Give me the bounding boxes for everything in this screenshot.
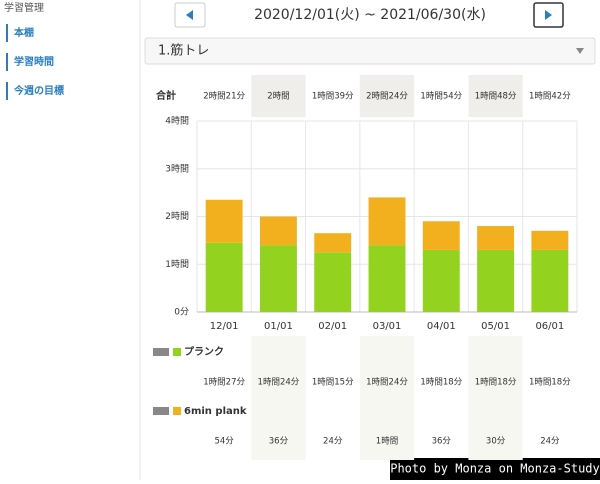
dropdown-arrow: [576, 48, 584, 54]
value-label: 1時間: [376, 437, 398, 447]
x-tick-label: 06/01: [535, 321, 564, 332]
select-frame: [144, 37, 596, 65]
value-label: 36分: [269, 437, 289, 447]
total-label: 1時間54分: [420, 92, 462, 102]
credit: Photo by Monza on Monza-Study: [390, 462, 600, 476]
value-label: 36分: [432, 437, 452, 447]
series-icon: [153, 348, 169, 356]
x-tick-label: 01/01: [264, 321, 293, 332]
y-tick-label: 3時間: [165, 163, 189, 174]
value-label: 1時間18分: [420, 378, 462, 388]
category-select[interactable]: 1.筋トレ: [144, 37, 596, 65]
bar-segment: [477, 226, 515, 250]
bar-segment: [314, 252, 352, 312]
legend-label: 6min plank: [184, 406, 247, 417]
total-label: 2時間24分: [366, 92, 408, 102]
value-label: 1時間15分: [312, 378, 354, 388]
x-tick-label: 12/01: [210, 321, 239, 332]
date-range: 2020/12/01(火) ~ 2021/06/30(水): [254, 7, 486, 23]
bar-segment: [531, 249, 569, 312]
arrow-icon: [186, 10, 193, 20]
legend-swatch: [173, 348, 181, 356]
sidebar-heading: 学習管理: [4, 1, 44, 14]
arrow-icon: [545, 10, 552, 20]
y-tick-label: 1時間: [165, 259, 189, 270]
bar-segment: [422, 249, 460, 312]
menu-marker: [6, 53, 8, 71]
bar-segment: [422, 221, 460, 250]
column-shade: [251, 336, 306, 460]
bar-segment: [205, 242, 243, 312]
bar-segment: [531, 230, 569, 250]
sidebar: [0, 0, 140, 480]
menu-item[interactable]: 本棚: [14, 26, 34, 39]
x-tick-label: 02/01: [318, 321, 347, 332]
y-tick-label: 2時間: [165, 211, 189, 222]
menu-item[interactable]: 学習時間: [14, 55, 54, 68]
total-label: 1時間39分: [312, 92, 354, 102]
select-value: 1.筋トレ: [158, 43, 209, 59]
x-tick-label: 05/01: [481, 321, 510, 332]
value-label: 1時間24分: [258, 378, 300, 388]
column-shade: [468, 75, 523, 117]
menu-marker: [6, 82, 8, 100]
menu-marker: [6, 24, 8, 42]
y-tick-label: 4時間: [165, 116, 189, 127]
menu-item[interactable]: 今週の目標: [13, 84, 64, 97]
value-label: 1時間18分: [475, 378, 517, 388]
totals-label: 合計: [155, 89, 176, 102]
credit-box: [390, 458, 600, 480]
y-tick-label: 0分: [174, 307, 189, 318]
value-label: 1時間27分: [203, 378, 245, 388]
value-label: 1時間18分: [529, 378, 571, 388]
column-shade: [359, 336, 415, 460]
bar-segment: [477, 249, 515, 312]
x-tick-label: 03/01: [373, 321, 402, 332]
next-button[interactable]: [533, 2, 564, 28]
sidebar-menu: 本棚 学習時間 今週の目標: [6, 24, 64, 100]
total-label: 1時間48分: [475, 92, 517, 102]
prev-button[interactable]: [174, 2, 206, 28]
value-label: 54分: [214, 437, 234, 447]
bar-segment: [259, 216, 297, 246]
column-shade: [468, 336, 523, 460]
chart: 合計 2時間21分 2時間 1時間39分 2時間24分 1時間54分 1時間48分 1時間42…: [153, 75, 578, 460]
column-shade: [359, 75, 415, 117]
column-shade: [251, 75, 306, 117]
bar-segment: [259, 245, 297, 312]
total-label: 2時間21分: [203, 92, 245, 102]
value-label: 24分: [323, 437, 343, 447]
value-label: 1時間24分: [366, 378, 408, 388]
value-label: 30分: [486, 437, 506, 447]
total-label: 1時間42分: [529, 92, 571, 102]
value-label: 24分: [540, 437, 560, 447]
legend-label: プランク: [184, 345, 224, 358]
x-tick-label: 04/01: [427, 321, 456, 332]
series-icon: [153, 407, 169, 415]
bar-segment: [314, 233, 352, 253]
total-label: 2時間: [267, 92, 289, 102]
bar-segment: [368, 197, 406, 246]
bar-segment: [368, 245, 406, 312]
bar-segment: [205, 199, 243, 243]
legend-swatch: [173, 407, 181, 415]
